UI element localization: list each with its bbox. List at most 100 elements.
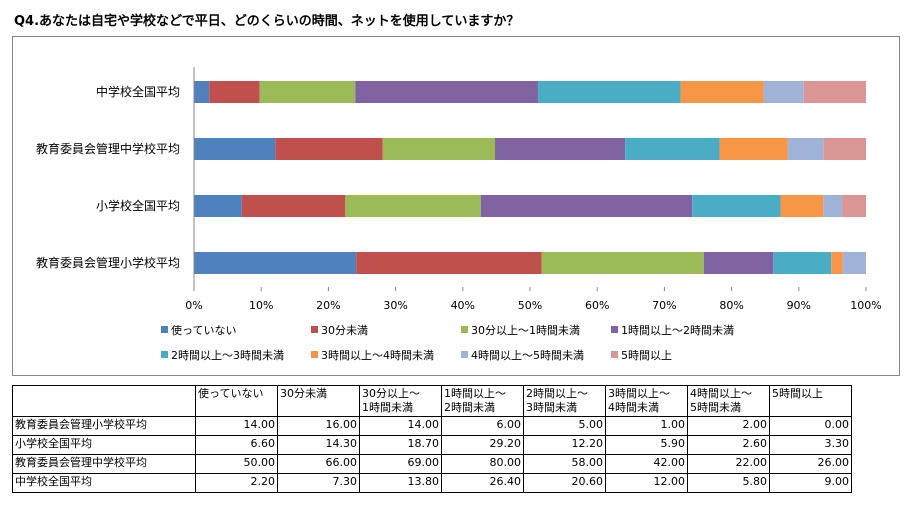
bar-segment (194, 138, 276, 160)
bar-segment (355, 81, 538, 103)
x-tick-label: 90% (787, 299, 811, 312)
table-cell: 42.00 (605, 454, 688, 474)
table-row: 小学校全国平均 6.60 14.30 18.70 29.20 12.20 5.90 2.60 3… (12, 435, 852, 455)
table-column-header: 4時間以上～ 5時間未満 (687, 385, 770, 417)
bar-segment (541, 252, 704, 274)
table-cell: 3.30 (769, 435, 852, 455)
column-header-text: 2時間未満 (444, 401, 495, 414)
table-row: 教育委員会管理小学校平均 14.00 16.00 14.00 6.00 5.00 1.00 2… (12, 416, 852, 436)
bar-segment (480, 195, 693, 217)
table-cell: 2.60 (687, 435, 770, 455)
table-cell: 66.00 (277, 454, 360, 474)
bar-segment (382, 138, 496, 160)
table-cell: 7.30 (277, 473, 360, 493)
table-cell: 29.20 (441, 435, 524, 455)
legend-label: 4時間以上～5時間未満 (471, 349, 584, 362)
table-cell: 5.00 (523, 416, 606, 436)
bar-segment (275, 138, 383, 160)
table-cell: 58.00 (523, 454, 606, 474)
table-column-header: 使っていない (195, 385, 278, 417)
table-cell: 16.00 (277, 416, 360, 436)
bar-segment (773, 252, 832, 274)
category-label: 中学校全国平均 (96, 84, 180, 99)
bar-segment (625, 138, 720, 160)
bar-segment (495, 138, 626, 160)
bar-segment (842, 252, 866, 274)
category-label: 教育委員会管理中学校平均 (36, 141, 180, 156)
table-column-header: 3時間以上～ 4時間未満 (605, 385, 688, 417)
bar-segment (356, 252, 542, 274)
column-header-text: 4時間未満 (608, 401, 659, 414)
bar-segment (241, 195, 346, 217)
table-row: 教育委員会管理中学校平均 50.00 66.00 69.00 80.00 58.00 42.… (12, 454, 852, 474)
legend-swatch (311, 351, 318, 358)
bar-segment (194, 195, 242, 217)
bar-segment (780, 195, 824, 217)
x-tick-label: 50% (518, 299, 542, 312)
bar-segment (823, 195, 843, 217)
bar-segment (803, 81, 866, 103)
bar-segment (537, 81, 681, 103)
bar-segment (345, 195, 481, 217)
x-tick-label: 100% (850, 299, 881, 312)
table-cell: 0.00 (769, 416, 852, 436)
legend-label: 2時間以上～3時間未満 (171, 349, 284, 362)
table-cell: 14.00 (195, 416, 278, 436)
legend-swatch (161, 351, 168, 358)
legend-swatch (461, 326, 468, 333)
legend-label: 使っていない (171, 324, 236, 337)
table-column-header: 5時間以上 (769, 385, 852, 417)
table-column-header: 2時間以上～ 3時間未満 (523, 385, 606, 417)
table-cell: 5.80 (687, 473, 770, 493)
table-cell: 12.00 (605, 473, 688, 493)
row-label: 小学校全国平均 (12, 435, 196, 455)
category-label: 小学校全国平均 (96, 198, 180, 213)
table-corner-cell (12, 385, 196, 417)
chart-area: 中学校全国平均 教育委員会管理中学校平均 小学校全国平均 教育委員会管理小学校平均 0%… (12, 36, 900, 376)
table-cell: 6.60 (195, 435, 278, 455)
column-header-text: 2時間以上～ (526, 387, 588, 400)
table-cell: 1.00 (605, 416, 688, 436)
bar-segment (823, 138, 866, 160)
x-tick-label: 30% (383, 299, 407, 312)
legend-swatch (461, 351, 468, 358)
legend-label: 30分未満 (321, 324, 368, 337)
column-header-text: 1時間未満 (362, 401, 413, 414)
bar-segment (719, 138, 788, 160)
x-tick-label: 70% (652, 299, 676, 312)
table-cell: 2.00 (687, 416, 770, 436)
table-cell: 69.00 (359, 454, 442, 474)
table-cell: 2.20 (195, 473, 278, 493)
bar-segment (763, 81, 804, 103)
bar-segment (194, 81, 210, 103)
bar-segment (787, 138, 824, 160)
row-label: 中学校全国平均 (12, 473, 196, 493)
table-cell: 9.00 (769, 473, 852, 493)
bar-segment (209, 81, 260, 103)
row-label: 教育委員会管理小学校平均 (12, 416, 196, 436)
column-header-text: 5時間以上 (772, 387, 823, 400)
column-header-text: 3時間未満 (526, 401, 577, 414)
table-cell: 13.80 (359, 473, 442, 493)
x-tick-label: 40% (451, 299, 475, 312)
x-tick-label: 10% (249, 299, 273, 312)
bar-segment (259, 81, 356, 103)
table-row: 中学校全国平均 2.20 7.30 13.80 26.40 20.60 12.00 5.80 9… (12, 473, 852, 493)
legend-swatch (611, 351, 618, 358)
table-cell: 12.20 (523, 435, 606, 455)
bar-segment (842, 195, 866, 217)
row-label: 教育委員会管理中学校平均 (12, 454, 196, 474)
table-cell: 14.30 (277, 435, 360, 455)
legend-swatch (161, 326, 168, 333)
legend-swatch (611, 326, 618, 333)
table-cell: 18.70 (359, 435, 442, 455)
column-header-text: 3時間以上～ (608, 387, 670, 400)
column-header-text: 4時間以上～ (690, 387, 752, 400)
bar-segment (831, 252, 843, 274)
bar-segment (703, 252, 774, 274)
column-header-text: 1時間以上～ (444, 387, 506, 400)
x-tick-label: 80% (719, 299, 743, 312)
data-table: 使っていない 30分未満 30分以上～ 1時間未満 1時間以上～ 2時間未満 2時間以上～ 3… (12, 385, 852, 493)
table-column-header: 30分以上～ 1時間未満 (359, 385, 442, 417)
